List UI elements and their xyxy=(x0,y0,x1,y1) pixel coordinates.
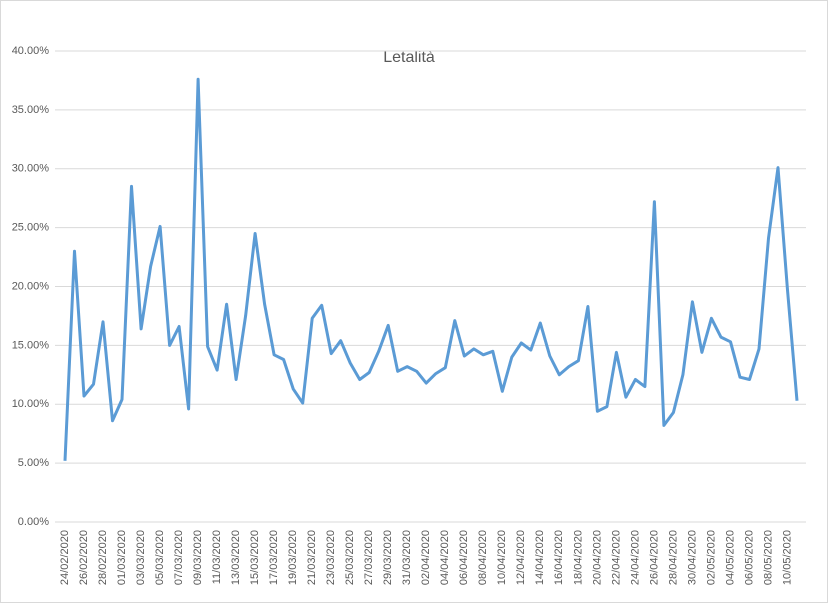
x-tick-label: 03/03/2020 xyxy=(135,530,147,585)
x-tick-label: 18/04/2020 xyxy=(572,530,584,585)
x-tick-label: 04/04/2020 xyxy=(439,530,451,585)
x-tick-label: 13/03/2020 xyxy=(230,530,242,585)
chart-title: Letalità xyxy=(383,49,435,66)
x-tick-label: 24/04/2020 xyxy=(629,530,641,585)
x-tick-label: 15/03/2020 xyxy=(249,530,261,585)
x-tick-label: 23/03/2020 xyxy=(325,530,337,585)
y-tick-label: 35.00% xyxy=(12,104,50,116)
x-tick-label: 26/04/2020 xyxy=(648,530,660,585)
y-tick-label: 30.00% xyxy=(12,163,50,175)
x-tick-label: 02/05/2020 xyxy=(705,530,717,585)
x-tick-label: 26/02/2020 xyxy=(78,530,90,585)
x-tick-label: 20/04/2020 xyxy=(591,530,603,585)
data-line xyxy=(63,77,799,461)
x-tick-label: 10/04/2020 xyxy=(496,530,508,585)
x-tick-label: 11/03/2020 xyxy=(211,530,223,584)
x-tick-label: 09/03/2020 xyxy=(192,530,204,585)
x-tick-label: 22/04/2020 xyxy=(610,530,622,585)
x-tick-label: 25/03/2020 xyxy=(344,530,356,585)
x-tick-label: 12/04/2020 xyxy=(515,530,527,585)
x-tick-label: 24/02/2020 xyxy=(59,530,71,585)
y-tick-label: 25.00% xyxy=(12,222,50,234)
x-tick-label: 30/04/2020 xyxy=(686,530,698,585)
x-tick-label: 06/04/2020 xyxy=(458,530,470,585)
x-tick-label: 16/04/2020 xyxy=(553,530,565,585)
y-tick-label: 40.00% xyxy=(12,45,50,57)
x-tick-label: 17/03/2020 xyxy=(268,530,280,585)
x-tick-label: 28/04/2020 xyxy=(667,530,679,585)
x-tick-label: 28/02/2020 xyxy=(97,530,109,585)
y-tick-label: 0.00% xyxy=(18,516,49,528)
x-tick-label: 10/05/2020 xyxy=(781,530,793,585)
y-tick-label: 20.00% xyxy=(12,280,50,292)
x-tick-label: 27/03/2020 xyxy=(363,530,375,585)
x-tick-label: 07/03/2020 xyxy=(173,530,185,585)
x-tick-label: 08/05/2020 xyxy=(762,530,774,585)
x-tick-label: 21/03/2020 xyxy=(306,530,318,585)
x-tick-label: 02/04/2020 xyxy=(420,530,432,585)
y-tick-label: 5.00% xyxy=(18,457,49,469)
x-tick-label: 29/03/2020 xyxy=(382,530,394,585)
y-tick-label: 10.00% xyxy=(12,398,50,410)
x-tick-label: 19/03/2020 xyxy=(287,530,299,585)
x-tick-label: 14/04/2020 xyxy=(534,530,546,585)
x-tick-label: 04/05/2020 xyxy=(724,530,736,585)
x-tick-label: 06/05/2020 xyxy=(743,530,755,585)
y-tick-label: 15.00% xyxy=(12,339,50,351)
x-tick-label: 05/03/2020 xyxy=(154,530,166,585)
x-tick-label: 01/03/2020 xyxy=(116,530,128,585)
x-tick-label: 31/03/2020 xyxy=(401,530,413,585)
x-tick-label: 08/04/2020 xyxy=(477,530,489,585)
